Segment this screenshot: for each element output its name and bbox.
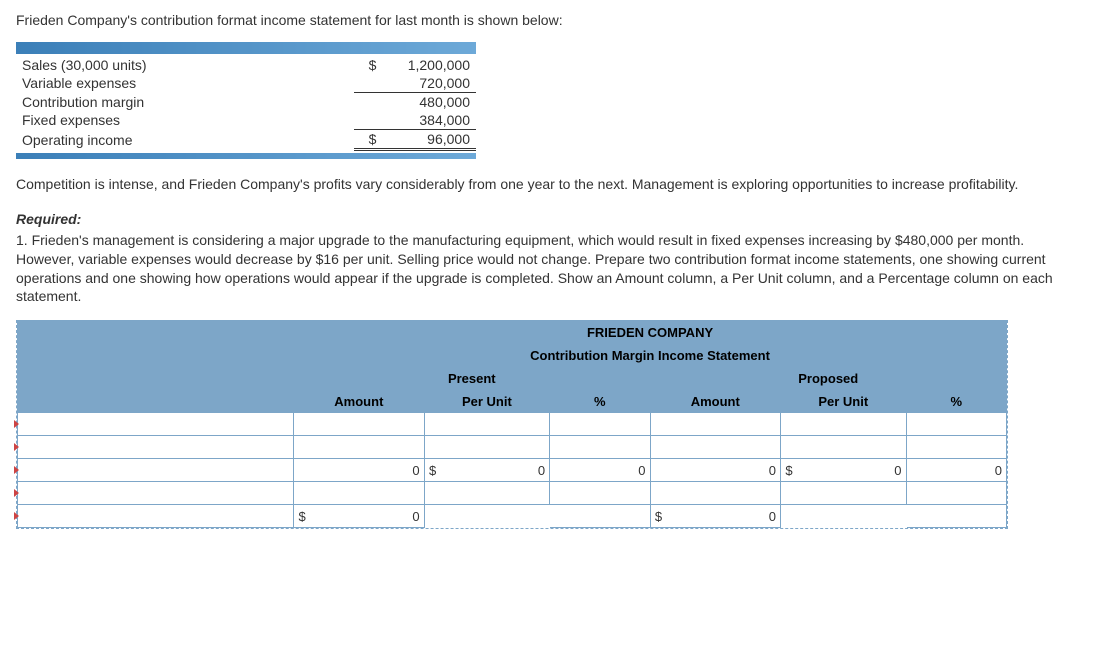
given-row-value: 384,000 (382, 111, 476, 130)
ws-present-head: Present (294, 367, 650, 390)
row-handle-icon (14, 512, 19, 520)
ws-proposed-amount[interactable] (650, 413, 781, 436)
ws-present-amount[interactable]: $0 (294, 505, 425, 528)
ws-proposed-perunit[interactable]: $0 (781, 459, 907, 482)
ws-proposed-amount[interactable]: 0 (650, 459, 781, 482)
row-handle-icon (14, 489, 19, 497)
given-header-bar (16, 42, 476, 54)
worksheet-table: FRIEDEN COMPANY Contribution Margin Inco… (17, 320, 1007, 528)
given-table: Sales (30,000 units)$1,200,000Variable e… (16, 56, 476, 151)
intro-text: Frieden Company's contribution format in… (16, 12, 1083, 28)
ws-proposed-pct[interactable] (906, 505, 1006, 528)
given-row-sym: $ (354, 56, 382, 74)
ws-present-pct[interactable] (550, 436, 650, 459)
ws-col-present-pct: % (550, 390, 650, 413)
given-row-label: Operating income (16, 130, 354, 150)
given-row-value: 480,000 (382, 93, 476, 112)
ws-proposed-perunit[interactable] (781, 413, 907, 436)
worksheet: FRIEDEN COMPANY Contribution Margin Inco… (16, 320, 1008, 529)
ws-present-perunit[interactable] (424, 505, 550, 528)
given-row-label: Contribution margin (16, 93, 354, 112)
ws-present-pct[interactable] (550, 482, 650, 505)
ws-proposed-pct[interactable] (906, 436, 1006, 459)
ws-row-label[interactable] (18, 413, 294, 436)
given-row-sym: $ (354, 130, 382, 150)
ws-proposed-amount[interactable]: $0 (650, 505, 781, 528)
given-statement: Sales (30,000 units)$1,200,000Variable e… (16, 42, 1083, 159)
ws-title2: Contribution Margin Income Statement (294, 344, 1007, 367)
ws-proposed-perunit[interactable] (781, 436, 907, 459)
ws-present-amount[interactable]: 0 (294, 459, 425, 482)
ws-title1: FRIEDEN COMPANY (294, 321, 1007, 344)
given-row-label: Fixed expenses (16, 111, 354, 130)
ws-col-proposed-perunit: Per Unit (781, 390, 907, 413)
ws-col-proposed-amount: Amount (650, 390, 781, 413)
ws-present-pct[interactable] (550, 413, 650, 436)
ws-present-amount[interactable] (294, 482, 425, 505)
row-handle-icon (14, 443, 19, 451)
ws-proposed-amount[interactable] (650, 482, 781, 505)
ws-col-present-amount: Amount (294, 390, 425, 413)
given-row-label: Sales (30,000 units) (16, 56, 354, 74)
ws-present-perunit[interactable] (424, 413, 550, 436)
row-handle-icon (14, 420, 19, 428)
ws-present-amount[interactable] (294, 436, 425, 459)
ws-row-label[interactable] (18, 505, 294, 528)
row-handle-icon (14, 466, 19, 474)
given-row-value: 96,000 (382, 130, 476, 150)
ws-proposed-pct[interactable] (906, 413, 1006, 436)
narrative-text: Competition is intense, and Frieden Comp… (16, 175, 1083, 194)
ws-row-label[interactable] (18, 436, 294, 459)
ws-proposed-pct[interactable] (906, 482, 1006, 505)
required-heading: Required: (16, 210, 1083, 229)
given-footer-bar (16, 153, 476, 159)
ws-present-perunit[interactable] (424, 436, 550, 459)
ws-proposed-amount[interactable] (650, 436, 781, 459)
ws-row-label[interactable] (18, 459, 294, 482)
given-row-sym (354, 74, 382, 93)
ws-present-pct[interactable] (550, 505, 650, 528)
ws-col-present-perunit: Per Unit (424, 390, 550, 413)
given-row-sym (354, 111, 382, 130)
ws-proposed-perunit[interactable] (781, 505, 907, 528)
ws-present-pct[interactable]: 0 (550, 459, 650, 482)
given-row-value: 1,200,000 (382, 56, 476, 74)
given-row-sym (354, 93, 382, 112)
required-body: 1. Frieden's management is considering a… (16, 231, 1083, 307)
ws-proposed-pct[interactable]: 0 (906, 459, 1006, 482)
ws-proposed-perunit[interactable] (781, 482, 907, 505)
ws-rowhead (18, 390, 294, 413)
ws-present-amount[interactable] (294, 413, 425, 436)
given-row-value: 720,000 (382, 74, 476, 93)
given-row-label: Variable expenses (16, 74, 354, 93)
ws-col-proposed-pct: % (906, 390, 1006, 413)
ws-present-perunit[interactable]: $0 (424, 459, 550, 482)
ws-present-perunit[interactable] (424, 482, 550, 505)
ws-row-label[interactable] (18, 482, 294, 505)
ws-proposed-head: Proposed (650, 367, 1007, 390)
ws-corner (18, 321, 294, 390)
